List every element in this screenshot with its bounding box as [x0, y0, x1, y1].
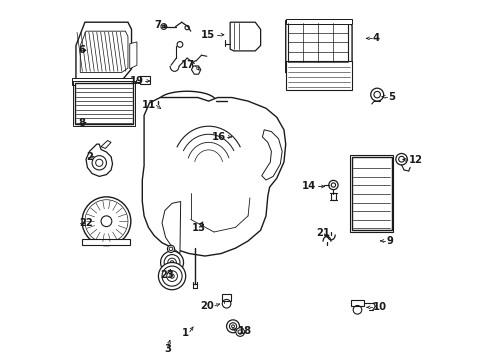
Circle shape [158, 262, 185, 290]
Circle shape [235, 328, 244, 336]
Bar [237, 112, 264, 157]
Bar [140, 76, 149, 84]
Text: 1: 1 [182, 328, 188, 338]
Bar [239, 123, 242, 128]
Polygon shape [80, 31, 128, 72]
Text: 23: 23 [160, 270, 173, 280]
Text: 21: 21 [316, 228, 330, 238]
Bar [73, 81, 135, 126]
Bar [244, 136, 248, 141]
Polygon shape [285, 21, 351, 77]
Bar [256, 130, 260, 134]
Bar [244, 150, 248, 155]
Bar [75, 83, 132, 125]
Polygon shape [86, 144, 112, 176]
Bar [250, 123, 254, 128]
Bar [235, 111, 265, 158]
Bar [244, 143, 248, 148]
Text: 5: 5 [387, 92, 394, 102]
Polygon shape [72, 78, 133, 85]
Circle shape [82, 197, 131, 246]
Text: 2: 2 [86, 152, 93, 162]
Bar [250, 116, 254, 121]
Text: 10: 10 [372, 302, 386, 312]
Polygon shape [142, 98, 285, 256]
Bar [256, 123, 260, 128]
Text: 15: 15 [201, 30, 215, 40]
Polygon shape [285, 19, 351, 24]
Text: 6: 6 [79, 45, 86, 55]
Bar [256, 116, 260, 121]
Bar [244, 123, 248, 128]
Bar [239, 150, 242, 155]
Polygon shape [162, 202, 180, 253]
Polygon shape [230, 22, 260, 51]
Text: 11: 11 [141, 100, 155, 110]
Bar [256, 143, 260, 148]
Polygon shape [129, 42, 137, 69]
Text: 14: 14 [302, 181, 316, 192]
Bar [239, 116, 242, 121]
Bar [351, 157, 391, 230]
Polygon shape [191, 66, 201, 74]
Polygon shape [82, 239, 130, 244]
Text: 22: 22 [79, 218, 92, 228]
Bar [244, 130, 248, 134]
Circle shape [160, 251, 183, 274]
Text: 8: 8 [79, 118, 86, 128]
Bar [250, 136, 254, 141]
Circle shape [167, 245, 174, 252]
Bar [239, 143, 242, 148]
Text: 17: 17 [181, 60, 195, 70]
Text: 12: 12 [408, 155, 422, 165]
Text: 20: 20 [200, 301, 214, 311]
Polygon shape [261, 130, 282, 180]
Bar [239, 130, 242, 134]
Bar [250, 130, 254, 134]
Bar [256, 136, 260, 141]
Text: 19: 19 [130, 76, 144, 86]
Bar [351, 300, 363, 306]
Polygon shape [285, 61, 351, 90]
Circle shape [226, 320, 239, 333]
Text: 7: 7 [154, 20, 161, 30]
Text: 9: 9 [386, 236, 392, 246]
Polygon shape [76, 22, 131, 80]
Bar [256, 150, 260, 155]
Bar [349, 155, 392, 232]
Text: 4: 4 [372, 33, 379, 43]
Text: 16: 16 [211, 132, 225, 142]
Text: 13: 13 [191, 224, 205, 233]
Text: 18: 18 [238, 325, 252, 336]
Polygon shape [76, 84, 129, 90]
Bar [222, 294, 231, 301]
Bar [330, 193, 336, 200]
Bar [244, 116, 248, 121]
Text: 3: 3 [163, 343, 170, 354]
Polygon shape [101, 140, 111, 148]
Bar [239, 136, 242, 141]
Bar [250, 143, 254, 148]
Bar [250, 150, 254, 155]
Bar [287, 23, 348, 62]
